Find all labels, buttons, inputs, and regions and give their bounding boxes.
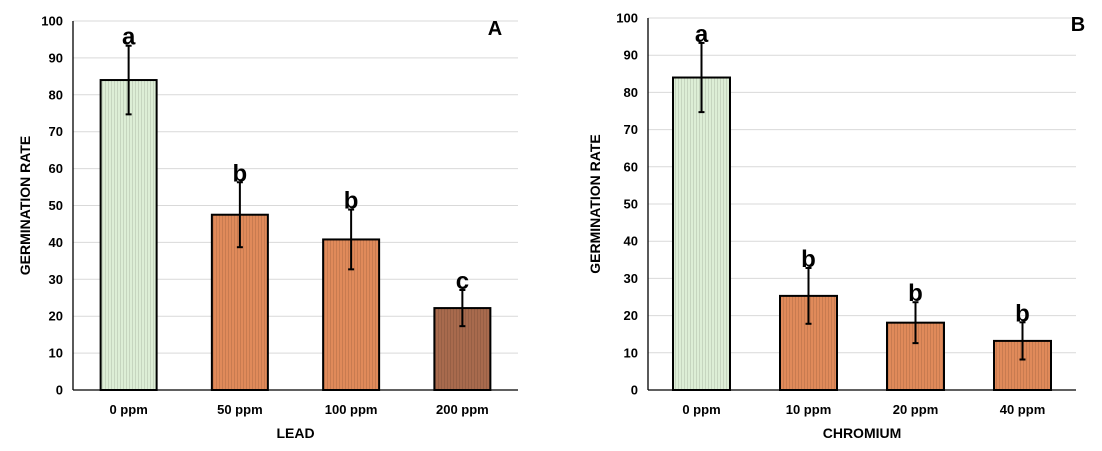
significance-letter: b [801, 246, 816, 273]
y-tick-label: 10 [49, 346, 63, 361]
y-tick-label: 70 [624, 122, 638, 137]
y-tick-label: 80 [49, 87, 63, 102]
bar [779, 294, 838, 391]
significance-letter: b [1015, 300, 1030, 327]
y-tick-label: 50 [624, 197, 638, 212]
y-tick-label: 60 [49, 161, 63, 176]
y-tick-label: 70 [49, 124, 63, 139]
y-tick-label: 90 [49, 50, 63, 65]
panel-label: B [1071, 14, 1085, 36]
y-tick-label: 100 [616, 11, 638, 26]
lead-bar-chart: 0 10 20 30 40 50 60 70 80 90 100 a 0 ppm b 50 ppm b 100 … [17, 14, 518, 441]
x-tick-label: 10 ppm [786, 402, 832, 417]
y-tick-label: 40 [624, 234, 638, 249]
panel-label: A [488, 18, 502, 40]
significance-letter: c [456, 268, 469, 295]
x-tick-label: 0 ppm [109, 402, 147, 417]
y-axis-title: GERMINATION RATE [17, 136, 33, 275]
significance-letter: a [122, 24, 136, 51]
chromium-bar-chart: 0 10 20 30 40 50 60 70 80 90 100 a 0 ppm b 10 ppm b 20 p… [587, 11, 1085, 442]
bar [672, 76, 731, 392]
significance-letter: a [695, 21, 709, 48]
y-tick-label: 30 [624, 271, 638, 286]
y-tick-label: 80 [624, 85, 638, 100]
x-tick-label: 40 ppm [1000, 402, 1046, 417]
significance-letter: b [344, 188, 359, 215]
x-tick-label: 200 ppm [436, 402, 489, 417]
y-axis-title: GERMINATION RATE [587, 134, 603, 273]
y-tick-label: 0 [631, 383, 638, 398]
x-tick-label: 20 ppm [893, 402, 939, 417]
y-tick-label: 20 [49, 309, 63, 324]
chart-panel-chromium: 0 10 20 30 40 50 60 70 80 90 100 a 0 ppm b 10 ppm b 20 p… [570, 0, 1102, 446]
y-tick-label: 100 [41, 14, 63, 29]
x-axis-title: LEAD [276, 425, 314, 441]
y-tick-label: 0 [56, 383, 63, 398]
x-tick-label: 0 ppm [682, 402, 720, 417]
y-tick-label: 30 [49, 272, 63, 287]
x-tick-label: 50 ppm [217, 402, 263, 417]
y-tick-label: 50 [49, 198, 63, 213]
x-tick-label: 100 ppm [325, 402, 378, 417]
y-tick-label: 40 [49, 235, 63, 250]
significance-letter: b [233, 160, 248, 187]
y-tick-label: 10 [624, 345, 638, 360]
y-tick-label: 60 [624, 159, 638, 174]
bar [99, 79, 158, 391]
x-axis-title: CHROMIUM [823, 425, 902, 441]
significance-letter: b [908, 280, 923, 307]
chart-panel-lead: 0 10 20 30 40 50 60 70 80 90 100 a 0 ppm b 50 ppm b 100 … [0, 0, 540, 446]
y-tick-label: 90 [624, 48, 638, 63]
y-tick-label: 20 [624, 308, 638, 323]
